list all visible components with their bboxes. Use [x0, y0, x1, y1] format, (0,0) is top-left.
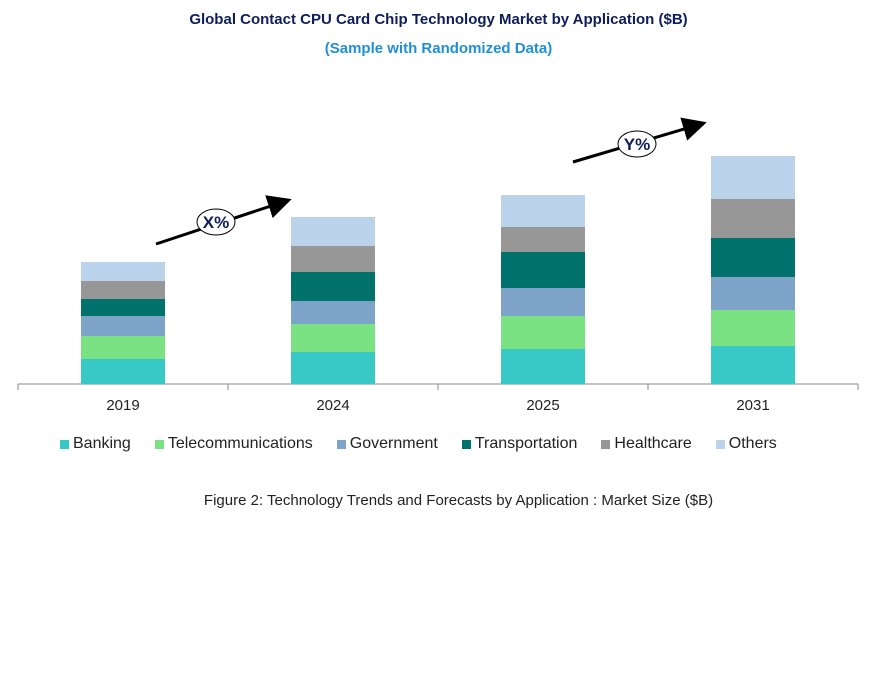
- bar-segment-others-2025: [501, 195, 585, 227]
- bar-segment-transportation-2024: [291, 272, 375, 301]
- bar-segment-banking-2024: [291, 352, 375, 384]
- legend-label: Healthcare: [614, 435, 692, 452]
- x-tick-label: 2024: [316, 397, 349, 414]
- bar-segment-healthcare-2019: [81, 281, 165, 299]
- chart-subtitle: (Sample with Randomized Data): [324, 40, 553, 57]
- legend-swatch: [461, 439, 471, 449]
- legend-swatch: [154, 439, 164, 449]
- chart-title: Global Contact CPU Card Chip Technology …: [189, 11, 688, 28]
- legend-swatch: [60, 439, 69, 449]
- legend-item-telecommunications: Telecommunications: [154, 435, 313, 453]
- x-tick-label: 2019: [106, 397, 139, 414]
- bar-segment-transportation-2019: [81, 299, 165, 316]
- bar-segment-government-2019: [81, 316, 165, 336]
- legend-swatch: [336, 439, 346, 449]
- bar-segment-telecommunications-2019: [81, 336, 165, 359]
- figure-caption: Figure 2: Technology Trends and Forecast…: [203, 492, 714, 509]
- legend-item-banking: Banking: [60, 435, 131, 453]
- bar-segment-others-2031: [711, 156, 795, 199]
- bar-segment-telecommunications-2024: [291, 324, 375, 352]
- bar-segment-telecommunications-2025: [501, 316, 585, 349]
- bar-segment-transportation-2025: [501, 252, 585, 288]
- legend: Banking Telecommunications Government Trans…: [60, 435, 801, 453]
- growth-label: Y%: [624, 135, 650, 154]
- legend-item-others: Others: [715, 435, 777, 453]
- legend-label: Telecommunications: [167, 435, 313, 452]
- bar-segment-transportation-2031: [711, 238, 795, 277]
- bar-segment-others-2019: [81, 262, 165, 281]
- bar-segment-government-2031: [711, 277, 795, 310]
- legend-label: Government: [349, 435, 438, 452]
- bar-segment-government-2024: [291, 301, 375, 324]
- bar-segment-government-2025: [501, 288, 585, 316]
- legend-label: Transportation: [474, 435, 578, 452]
- legend-item-healthcare: Healthcare: [601, 435, 692, 453]
- growth-label: X%: [203, 213, 229, 232]
- legend-label: Banking: [73, 435, 131, 452]
- growth-label-bubble: [617, 130, 657, 158]
- legend-item-transportation: Transportation: [461, 435, 578, 453]
- legend-swatch: [601, 439, 611, 449]
- bar-segment-banking-2025: [501, 349, 585, 384]
- bar-segment-telecommunications-2031: [711, 310, 795, 346]
- legend-label: Others: [728, 435, 777, 452]
- bar-segment-healthcare-2031: [711, 199, 795, 238]
- bar-segment-banking-2019: [81, 359, 165, 384]
- bar-segment-healthcare-2024: [291, 246, 375, 272]
- x-tick-label: 2025: [526, 397, 559, 414]
- legend-item-government: Government: [336, 435, 438, 453]
- x-tick-label: 2031: [736, 397, 769, 414]
- legend-swatch: [715, 439, 725, 449]
- growth-label-bubble: [196, 208, 236, 236]
- bar-segment-healthcare-2025: [501, 227, 585, 252]
- bar-segment-banking-2031: [711, 346, 795, 384]
- bar-segment-others-2024: [291, 217, 375, 246]
